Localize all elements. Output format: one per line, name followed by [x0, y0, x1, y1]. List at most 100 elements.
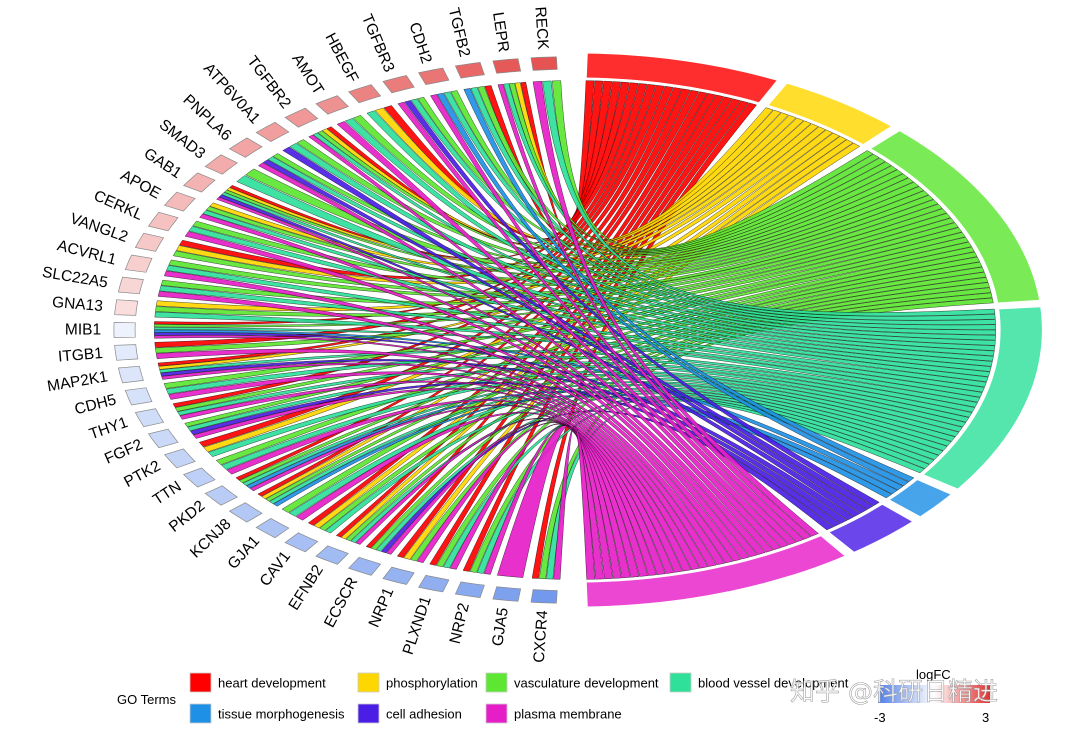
chord-ribbon [262, 159, 868, 514]
gene-logfc-block [315, 95, 349, 115]
chord-ribbon [289, 142, 995, 356]
gene-label: MIB1 [65, 322, 101, 339]
gene-label: TGFB2 [445, 6, 473, 59]
chord-ribbon [295, 411, 657, 576]
gene-logfc-block [117, 365, 144, 384]
gene-logfc-block [147, 428, 179, 449]
chord-ribbon [203, 129, 833, 453]
legend-label: heart development [218, 676, 326, 691]
chord-ribbon [245, 168, 925, 274]
chord-ribbons [154, 80, 996, 580]
gene-logfc-block [204, 485, 238, 506]
gene-logfc-block [228, 137, 263, 158]
gene-label: RECK [531, 6, 551, 51]
legend-label: blood vessel development [698, 676, 849, 691]
chord-ribbon [380, 410, 834, 554]
chord-ribbon [410, 98, 996, 335]
chord-ribbon [218, 194, 861, 517]
chord-ribbon [344, 118, 996, 346]
gene-logfc-block [255, 121, 290, 143]
gene-logfc-block [147, 211, 179, 232]
chord-ribbon [155, 348, 717, 567]
go-term-arc [585, 534, 847, 608]
gene-logfc-block [114, 299, 139, 316]
chord-ribbon [154, 335, 725, 565]
chord-ribbon [355, 418, 649, 577]
colorbar-min-label: -3 [874, 710, 886, 725]
chord-ribbon [154, 329, 904, 491]
legend-swatch [189, 703, 212, 724]
gene-logfc-block [134, 408, 165, 428]
chord-ribbon [221, 373, 963, 470]
legend-label: phosphorylation [386, 676, 478, 691]
chord-ribbon [503, 83, 996, 321]
gene-logfc-block [163, 448, 196, 469]
gene-logfc-block [284, 107, 319, 128]
gene-label: ECSCR [321, 575, 361, 631]
chord-ribbon [221, 192, 992, 372]
chord-ribbon [532, 81, 819, 537]
gene-logfc-block [492, 586, 522, 602]
chord-ribbon [483, 424, 613, 580]
colorbar-max-label: 3 [982, 710, 989, 725]
gene-label: TGFBR3 [358, 12, 398, 75]
gene-logfc-block [454, 581, 485, 598]
chord-ribbon [443, 395, 935, 569]
gene-label: KCNJ8 [187, 516, 234, 562]
chord-ribbon [161, 362, 709, 569]
chord-ribbon [449, 423, 622, 579]
gene-logfc-block [530, 589, 558, 604]
chord-ribbon [397, 101, 797, 545]
gene-label: CAV1 [257, 548, 294, 590]
gene-logfc-block [418, 575, 450, 593]
gene-logfc-block [124, 387, 153, 406]
gene-logfc-block [530, 56, 558, 71]
gene-label: PKD2 [166, 497, 208, 535]
chord-ribbon [443, 91, 996, 330]
gene-label: ITGB1 [57, 345, 103, 366]
chord-ribbon [375, 392, 939, 552]
logfc-colorbar: logFC -3 3 [874, 667, 990, 725]
legend-label: plasma membrane [514, 707, 622, 722]
chord-ribbon [261, 132, 840, 500]
gene-label: SLC22A5 [41, 264, 109, 292]
chord-ribbon [157, 291, 734, 564]
gene-label: GAB1 [141, 145, 185, 182]
chord-ribbon [184, 231, 750, 560]
gene-label: LEPR [489, 11, 512, 54]
gene-logfc-block [113, 322, 136, 338]
chord-ribbon [193, 387, 683, 573]
chord-ribbon [216, 196, 766, 555]
gene-logfc-block [255, 517, 290, 539]
gene-label: GJA1 [225, 533, 264, 573]
gene-label: GNA13 [51, 294, 103, 315]
gene-label: NRP2 [447, 601, 473, 645]
chord-ribbon [154, 332, 855, 521]
chord-ribbon [173, 203, 943, 295]
colorbar-gradient [878, 685, 990, 703]
gene-logfc-block [228, 502, 263, 523]
gene-logfc-block [182, 172, 216, 193]
go-term-arc [766, 82, 894, 146]
legend-label: cell adhesion [386, 707, 462, 722]
legend-title: GO Terms [117, 692, 176, 707]
legend-swatch [189, 672, 212, 693]
chord-ribbon [497, 425, 604, 580]
chord-ribbon [350, 390, 944, 543]
chord-ribbon [249, 404, 666, 575]
chord-ribbon [308, 134, 782, 551]
gene-label: CDH5 [73, 391, 118, 418]
chord-ribbon [199, 213, 758, 558]
chord-ribbon [202, 209, 991, 377]
chord-ribbon [542, 80, 996, 317]
chord-ribbon [336, 121, 789, 548]
chord-ribbon [164, 270, 742, 562]
gene-label: CXCR4 [531, 609, 552, 663]
chord-ribbon [386, 420, 640, 578]
go-term-arc [585, 52, 779, 104]
legend-swatch [485, 703, 508, 724]
watermark-text: 知乎 @科研日精进 [790, 677, 998, 706]
chord-ribbon [179, 380, 692, 572]
gene-logfc-block [182, 467, 216, 488]
